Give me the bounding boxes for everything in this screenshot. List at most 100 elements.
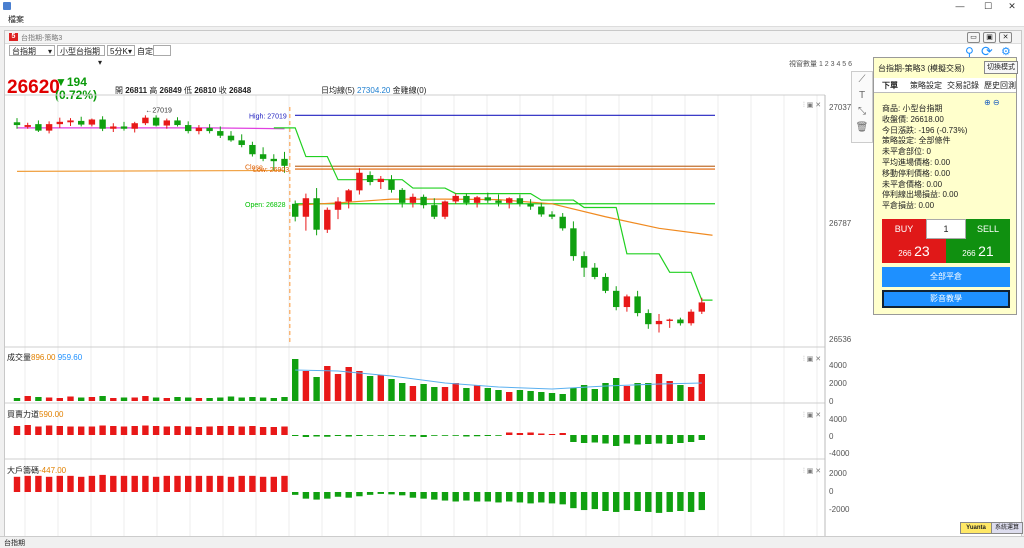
minimize-button[interactable]: — xyxy=(955,1,965,11)
bigplayer-bar xyxy=(227,476,235,492)
bigplayer-bar xyxy=(580,492,588,511)
bigplayer-bar xyxy=(185,475,192,492)
tab-order[interactable]: 下單 xyxy=(882,81,898,90)
buy-label[interactable]: BUY xyxy=(882,219,926,239)
buysell-bar xyxy=(206,426,213,435)
zoom-icons[interactable]: ⊕ ⊖ xyxy=(984,98,1000,107)
close-button[interactable]: ✕ xyxy=(1008,1,1016,11)
bigplayer-bar xyxy=(473,492,481,502)
open-value: 26811 xyxy=(125,86,148,95)
candle-body xyxy=(527,203,534,207)
buysell-bar xyxy=(613,435,620,446)
buysell-legend: 買賣力道590.00 xyxy=(7,409,63,420)
volume-bar xyxy=(580,385,588,401)
restore-icon[interactable]: ▭ xyxy=(967,32,980,43)
sell-label[interactable]: SELL xyxy=(966,219,1010,239)
candle-body xyxy=(602,276,609,291)
info-strategy: 策略設定: 全部條件 xyxy=(882,136,951,146)
tutorial-button[interactable]: 影音教學 xyxy=(882,290,1010,308)
bigplayer-bar xyxy=(45,476,53,492)
candle-body xyxy=(24,125,31,127)
contract-select[interactable]: 小型台指期 ▾ xyxy=(57,45,105,67)
bigplayer-bar xyxy=(634,492,641,511)
candle-body xyxy=(345,190,352,202)
bigplayer-bar xyxy=(302,492,310,499)
close-all-button[interactable]: 全部平倉 xyxy=(882,267,1010,287)
chart-toolbar: 台指期 ▾ 小型台指期 ▾ 5分K ▾ 自定: xyxy=(5,44,875,67)
volume-bar xyxy=(206,398,213,401)
buysell-bar xyxy=(152,426,160,435)
candle-body xyxy=(292,203,299,217)
volume-bar xyxy=(217,397,224,401)
buysell-bar xyxy=(431,435,438,436)
buysell-bar xyxy=(110,426,117,435)
volume-label: 成交量 xyxy=(7,353,31,362)
close-window-icon[interactable]: ✕ xyxy=(999,32,1012,43)
ma-label: 日均線(5) xyxy=(321,86,355,95)
trend-line-icon[interactable]: ⟋ xyxy=(858,74,866,85)
ma-line-prev xyxy=(16,169,285,172)
buy-prefix: 266 xyxy=(898,249,912,258)
volume-bar xyxy=(302,371,310,401)
period-select[interactable]: 5分K ▾ xyxy=(107,45,135,56)
menu-file[interactable]: 檔案 xyxy=(8,15,24,24)
bigplayer-bar xyxy=(623,492,631,511)
volume-bar xyxy=(495,390,502,401)
bigplayer-bar xyxy=(259,476,267,492)
price-chart[interactable]: 27037 26787 26536 4000 2000 0 4000 0 -4000 2000 0 -… xyxy=(5,67,873,537)
panel-tools-icon: ⫶ ▣ ✕ xyxy=(803,467,821,475)
bigplayer-bar xyxy=(409,492,417,498)
info-trailing: 移動停利價格: 0.00 xyxy=(882,168,951,178)
tab-strategy[interactable]: 策略設定 xyxy=(910,81,942,90)
volume-bar xyxy=(645,383,652,401)
bigplayer-bar xyxy=(677,492,684,511)
candle-body xyxy=(88,119,96,125)
candle-body xyxy=(538,206,545,215)
switch-mode-button[interactable]: 切換模式 xyxy=(984,61,1018,74)
trash-icon[interactable]: 🗑 xyxy=(855,122,869,133)
bigplayer-bar xyxy=(217,475,224,492)
chart-window: 5 台指期-策略3 ▭ ▣ ✕ 台指期 ▾ 小型台指期 ▾ 5分K ▾ 自定: 視窗數… xyxy=(4,30,1022,538)
buysell-bar xyxy=(13,426,21,435)
window-icon[interactable]: ▣ xyxy=(983,32,996,43)
maximize-button[interactable]: ☐ xyxy=(983,1,993,11)
custom-input[interactable] xyxy=(153,45,171,56)
bigplayer-bar xyxy=(163,475,170,492)
qty-input[interactable]: 1 xyxy=(926,219,966,239)
volume-bar xyxy=(399,383,406,401)
buy-button[interactable]: 266 23 xyxy=(882,239,946,263)
info-open-price: 未平倉價格: 0.00 xyxy=(882,179,943,189)
view-count-options[interactable]: 1 2 3 4 5 6 xyxy=(818,61,853,68)
bulb-icon[interactable]: ⚲ xyxy=(965,45,974,59)
bigplayer-bar xyxy=(13,476,21,492)
sell-button[interactable]: 266 21 xyxy=(946,239,1010,263)
candle-body xyxy=(388,179,395,190)
buysell-bar xyxy=(452,435,459,436)
bigplayer-bar xyxy=(687,492,695,512)
high-value: 26849 xyxy=(159,86,182,95)
candle-body xyxy=(185,125,192,132)
volume-bar xyxy=(35,397,42,401)
menu-bar: 檔案 xyxy=(0,12,1024,27)
volume-bar xyxy=(366,376,374,401)
refresh-icon[interactable]: ⟳ xyxy=(981,43,993,59)
candle-body xyxy=(431,205,438,217)
status-bar: 台指期 xyxy=(0,536,1024,547)
tab-backtest[interactable]: 歷史回測 xyxy=(984,81,1016,90)
volume-bar xyxy=(292,359,299,401)
buysell-bar xyxy=(463,435,470,437)
buysell-bar xyxy=(698,435,705,440)
buysell-bar xyxy=(35,426,42,435)
candle-body xyxy=(356,172,363,191)
volume-tick: 0 xyxy=(829,397,834,406)
settings-icon[interactable]: ⚙ xyxy=(1001,46,1011,58)
symbol-select[interactable]: 台指期 ▾ xyxy=(9,45,55,56)
bigplayer-bar xyxy=(570,492,577,509)
arrow-tool-icon[interactable]: ⤡ xyxy=(858,106,866,117)
buysell-bar xyxy=(120,426,128,435)
text-tool-icon[interactable]: T xyxy=(858,90,866,101)
tab-records[interactable]: 交易記錄 xyxy=(947,81,979,90)
volume-bar xyxy=(559,394,566,401)
volume-bar xyxy=(174,397,181,401)
volume-bar xyxy=(516,390,524,401)
